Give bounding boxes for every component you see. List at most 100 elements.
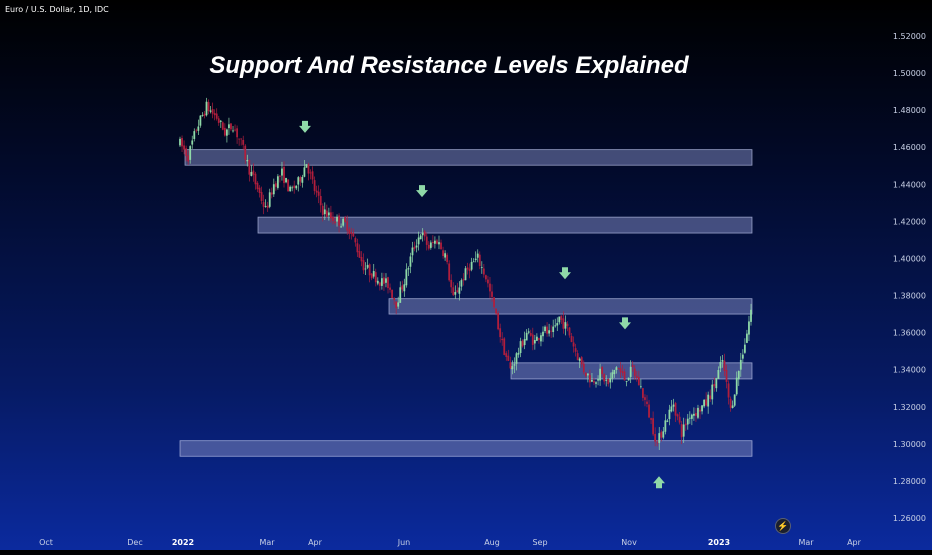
candle-body xyxy=(319,196,322,206)
candle-body xyxy=(727,383,730,398)
candle-body xyxy=(236,128,238,138)
candle-body xyxy=(737,370,740,380)
candle-body xyxy=(605,380,608,381)
candle-body xyxy=(623,371,626,381)
candle-body xyxy=(654,433,657,442)
candle-body xyxy=(586,373,589,376)
candle-body xyxy=(625,381,628,382)
candle-body xyxy=(332,216,334,222)
candle-body xyxy=(305,164,308,168)
x-tick-label: Aug xyxy=(484,538,500,547)
candle-body xyxy=(674,402,677,416)
candle-body xyxy=(419,235,422,240)
candle-body xyxy=(197,126,200,131)
candle-body xyxy=(476,253,479,258)
candle-body xyxy=(415,245,418,248)
candle-body xyxy=(366,265,369,268)
candle-body xyxy=(474,258,477,261)
candle-body xyxy=(591,379,593,382)
candle-body xyxy=(664,420,667,432)
candle-body xyxy=(440,242,442,250)
candle-body xyxy=(436,240,438,244)
candle-body xyxy=(215,113,218,119)
candle-body xyxy=(317,191,320,196)
candle-body xyxy=(652,418,655,435)
candle-body xyxy=(574,348,577,352)
candle-body xyxy=(456,290,459,293)
y-tick-label: 1.36000 xyxy=(893,329,926,338)
x-tick-label: Apr xyxy=(308,538,323,547)
candle-body xyxy=(462,279,465,281)
candle-body xyxy=(330,212,332,219)
candle-body xyxy=(336,216,338,222)
y-tick-label: 1.52000 xyxy=(893,32,926,41)
y-tick-label: 1.44000 xyxy=(893,180,926,189)
zone-band xyxy=(257,216,753,234)
candle-body xyxy=(260,192,263,201)
candle-body xyxy=(495,308,497,314)
arrow-up-icon xyxy=(653,476,665,489)
candle-body xyxy=(248,159,251,175)
candle-body xyxy=(621,371,624,374)
x-tick-label: Sep xyxy=(532,538,547,547)
candle-body xyxy=(531,334,534,345)
candle-body xyxy=(599,368,601,381)
candle-body xyxy=(593,380,595,383)
candle-body xyxy=(601,367,604,375)
candle-body xyxy=(487,279,489,284)
candle-body xyxy=(346,221,349,231)
candle-body xyxy=(340,226,343,228)
candle-body xyxy=(725,370,728,382)
candle-body xyxy=(281,168,283,176)
candle-body xyxy=(211,109,214,114)
candle-body xyxy=(533,340,536,344)
candle-body xyxy=(515,353,518,364)
candle-body xyxy=(666,420,669,422)
candle-body xyxy=(519,341,522,354)
candle-body xyxy=(723,360,726,371)
candle-body xyxy=(189,146,192,160)
candles xyxy=(179,97,752,450)
candle-body xyxy=(372,271,375,277)
candle-body xyxy=(739,359,742,370)
candle-body xyxy=(307,164,310,174)
candle-body xyxy=(321,205,324,215)
candle-body xyxy=(470,262,473,270)
y-tick-label: 1.30000 xyxy=(893,440,926,449)
candle-body xyxy=(703,399,705,407)
candle-body xyxy=(425,236,428,245)
candle-body xyxy=(287,179,289,192)
candle-body xyxy=(542,331,544,337)
x-tick-label: 2023 xyxy=(708,538,730,547)
candle-body xyxy=(478,254,481,266)
zone-band xyxy=(179,440,753,457)
candle-body xyxy=(511,366,514,370)
candle-body xyxy=(411,247,414,256)
candle-body xyxy=(413,246,416,249)
candle-body xyxy=(550,330,553,332)
candle-body xyxy=(342,218,345,226)
x-tick-label: Nov xyxy=(621,538,637,547)
candle-body xyxy=(313,180,316,191)
y-tick-label: 1.34000 xyxy=(893,366,926,375)
candle-body xyxy=(493,297,495,308)
candle-body xyxy=(181,137,183,147)
lightning-icon[interactable]: ⚡ xyxy=(775,518,791,534)
candle-body xyxy=(527,331,530,333)
candle-body xyxy=(403,284,406,292)
zone-band xyxy=(388,298,753,315)
candle-body xyxy=(409,256,412,267)
candle-body xyxy=(364,268,367,270)
candle-body xyxy=(523,339,526,346)
candle-body xyxy=(556,323,559,326)
candle-body xyxy=(293,185,296,188)
candle-body xyxy=(395,301,398,308)
candle-body xyxy=(499,328,502,338)
candle-body xyxy=(223,127,226,136)
candle-body xyxy=(748,321,750,335)
candle-body xyxy=(743,344,746,353)
y-tick-label: 1.26000 xyxy=(893,514,926,523)
candle-body xyxy=(368,264,371,276)
